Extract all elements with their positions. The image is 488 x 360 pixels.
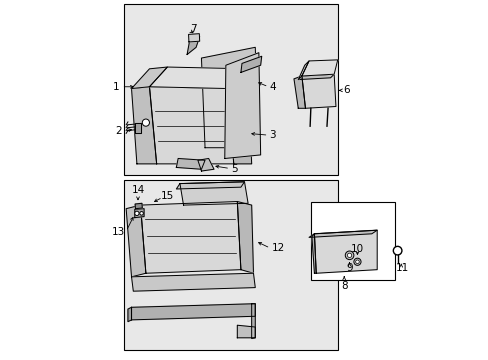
Polygon shape (149, 87, 233, 164)
Text: 8: 8 (340, 281, 347, 291)
Polygon shape (311, 234, 316, 273)
Text: 15: 15 (161, 191, 174, 201)
Text: 3: 3 (269, 130, 276, 140)
Polygon shape (135, 203, 142, 209)
Text: 11: 11 (395, 263, 408, 273)
Polygon shape (126, 205, 145, 277)
Text: 4: 4 (269, 82, 276, 92)
Text: 14: 14 (131, 185, 144, 195)
Polygon shape (293, 76, 305, 108)
Polygon shape (308, 230, 376, 237)
Polygon shape (201, 47, 258, 148)
Circle shape (345, 251, 353, 260)
Text: 1: 1 (112, 82, 119, 92)
Polygon shape (301, 60, 337, 76)
Circle shape (355, 260, 359, 264)
Polygon shape (140, 202, 241, 273)
Text: 10: 10 (350, 244, 363, 254)
Bar (124, 180, 337, 350)
Polygon shape (131, 67, 167, 89)
Polygon shape (135, 209, 144, 218)
Polygon shape (301, 74, 335, 108)
Polygon shape (228, 87, 251, 164)
Polygon shape (131, 304, 255, 320)
Polygon shape (188, 34, 199, 42)
Polygon shape (237, 202, 253, 273)
Polygon shape (198, 158, 214, 171)
Text: 5: 5 (230, 164, 237, 174)
Polygon shape (135, 123, 140, 134)
Bar (310, 202, 394, 280)
Polygon shape (237, 325, 255, 338)
Polygon shape (298, 61, 308, 80)
Polygon shape (131, 87, 156, 164)
Polygon shape (187, 35, 199, 54)
Polygon shape (176, 182, 244, 189)
Circle shape (392, 246, 401, 255)
Polygon shape (131, 273, 255, 291)
Polygon shape (224, 53, 260, 158)
Polygon shape (180, 182, 247, 205)
Circle shape (142, 119, 149, 126)
Circle shape (135, 211, 139, 216)
Polygon shape (314, 230, 376, 273)
Circle shape (346, 253, 351, 257)
Polygon shape (128, 307, 131, 321)
Polygon shape (176, 158, 204, 169)
Polygon shape (149, 67, 246, 89)
Text: 7: 7 (190, 24, 196, 35)
Text: 6: 6 (343, 85, 349, 95)
Bar (124, 4, 337, 175)
Text: 13: 13 (112, 227, 125, 237)
Text: 2: 2 (115, 126, 121, 136)
Polygon shape (298, 74, 333, 80)
Polygon shape (251, 304, 255, 338)
Text: 9: 9 (346, 263, 352, 273)
Circle shape (140, 212, 143, 215)
Text: 12: 12 (271, 243, 284, 253)
Polygon shape (241, 56, 261, 72)
Circle shape (353, 258, 360, 265)
